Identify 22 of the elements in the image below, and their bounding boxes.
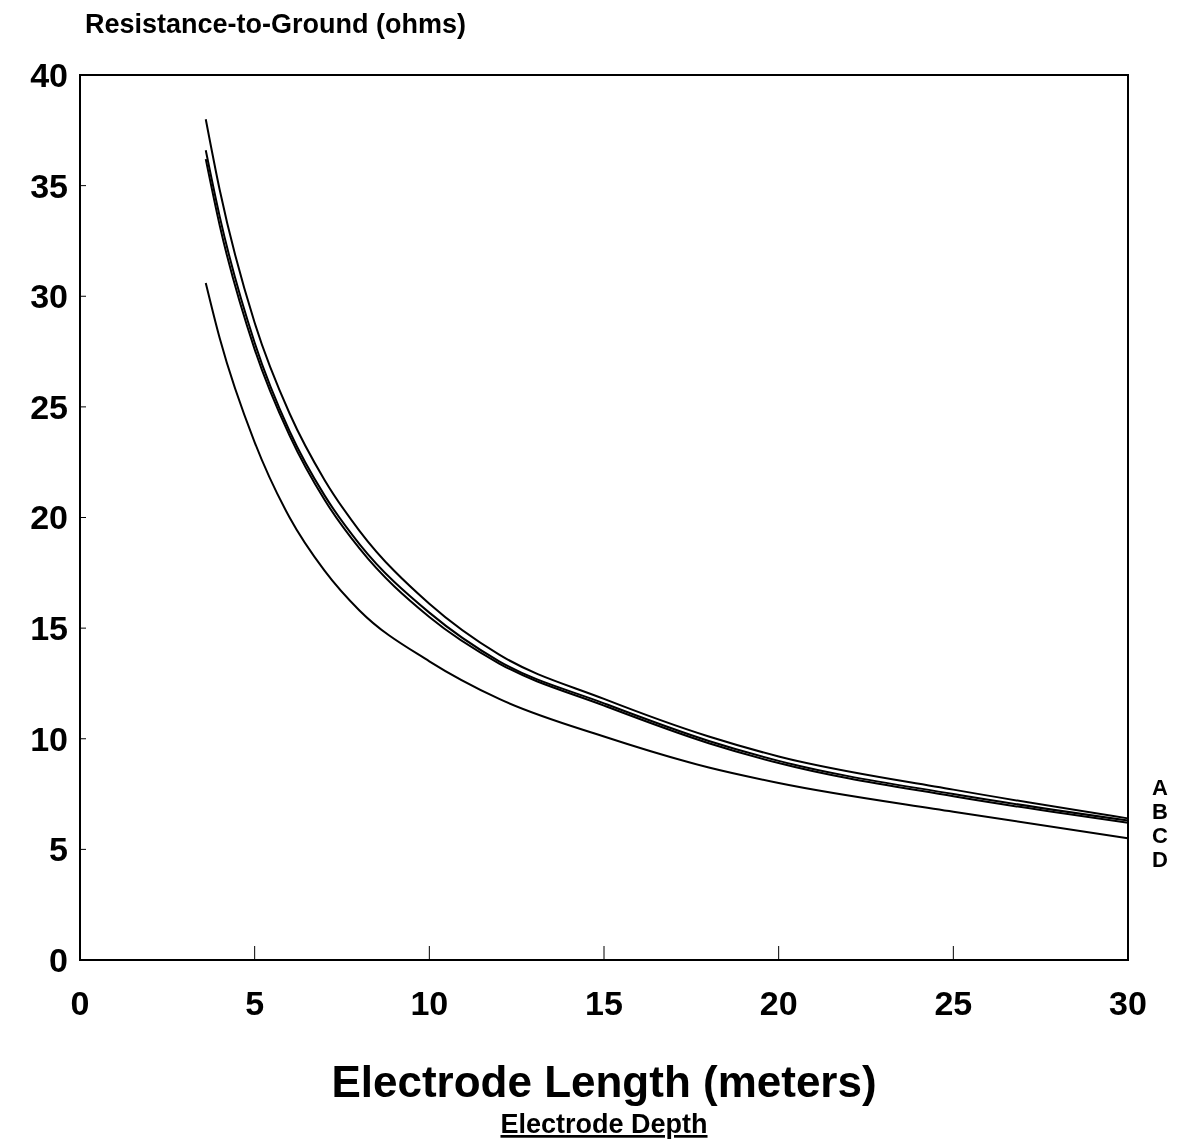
x-axis-title: Electrode Length (meters): [331, 1057, 877, 1106]
y-tick-label: 40: [30, 55, 68, 94]
y-tick-label: 5: [49, 830, 68, 869]
x-tick-label: 5: [245, 984, 265, 1022]
x-tick-label: 30: [1109, 984, 1147, 1022]
series-label: D: [1152, 846, 1168, 872]
series-label: C: [1152, 822, 1169, 848]
series-label: B: [1152, 798, 1168, 824]
y-tick-label: 0: [49, 940, 68, 979]
text: Electrode Depth: [500, 1109, 708, 1139]
x-tick-label: 25: [934, 984, 973, 1022]
y-tick-label: 15: [30, 609, 68, 648]
y-tick-label: 35: [30, 166, 68, 205]
x-tick-label: 10: [410, 984, 449, 1022]
x-tick-label: 20: [759, 984, 798, 1022]
y-tick-label: 20: [30, 498, 68, 537]
y-tick-label: 25: [30, 387, 68, 426]
series-label: A: [1152, 774, 1169, 800]
y-axis-title: Resistance-to-Ground (ohms): [85, 9, 467, 39]
x-tick-label: 15: [585, 984, 623, 1022]
y-tick-label: 30: [30, 277, 68, 316]
y-tick-label: 10: [30, 719, 68, 758]
